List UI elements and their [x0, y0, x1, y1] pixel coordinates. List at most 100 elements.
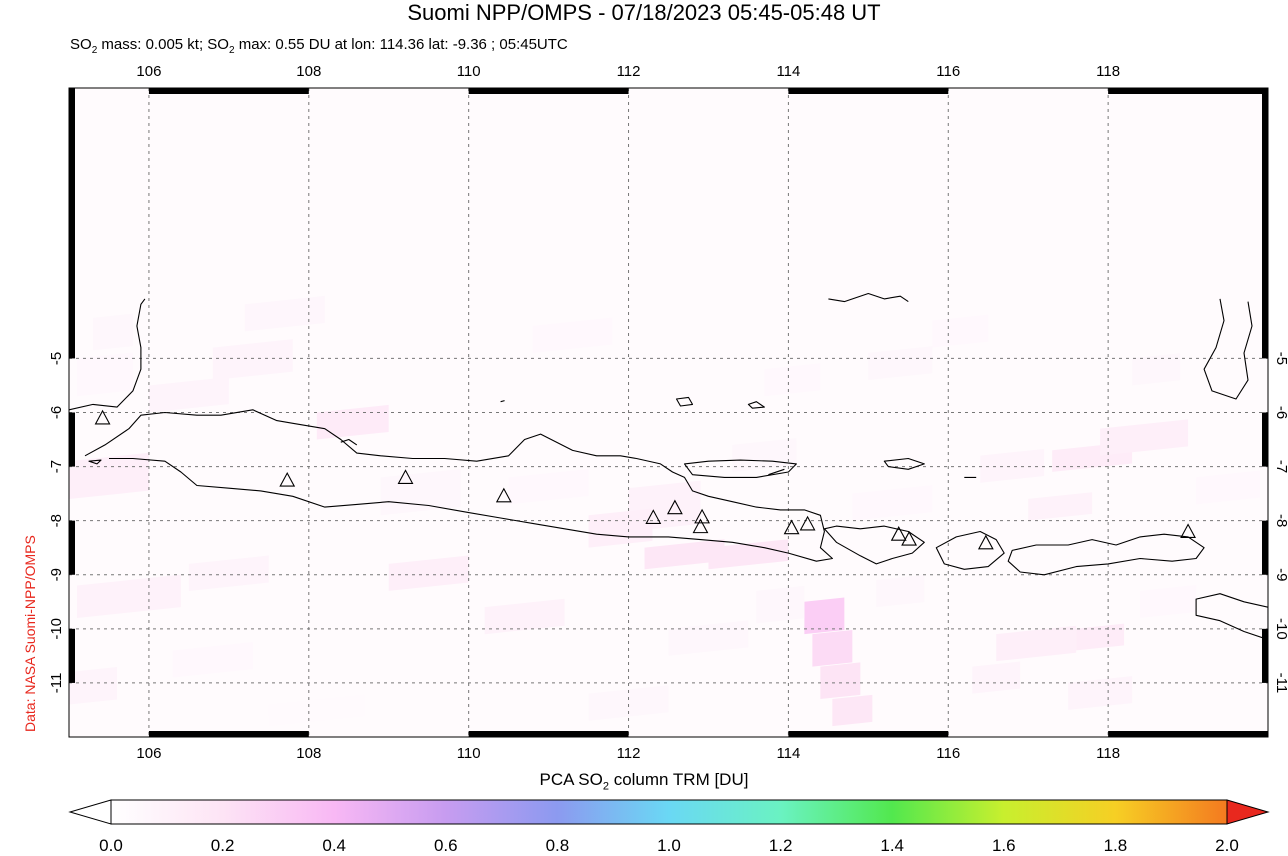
- lat-tick-label-right: -7: [1273, 460, 1288, 473]
- triangle-icon: [279, 471, 296, 487]
- so2-cell: [812, 629, 853, 667]
- lat-tick-label-right: -11: [1273, 673, 1288, 694]
- map-subtitle: SO2 mass: 0.005 kt; SO2 max: 0.55 DU at …: [70, 36, 568, 60]
- island-coastline: [88, 438, 977, 478]
- triangle-icon: [799, 515, 816, 531]
- lombok-coastline: [935, 530, 1005, 570]
- so2-cell: [1140, 584, 1197, 618]
- tick-labels: 106 106 108 108 110 110 112 112 114 114 116 116 118 1…: [48, 63, 1288, 762]
- colorbar-title: PCA SO2 column TRM [DU]: [0, 770, 1288, 796]
- karimunjawa-coastline: [500, 400, 765, 409]
- so2-cell: [980, 448, 1045, 483]
- colorbar-tick-label: 1.0: [657, 836, 681, 855]
- so2-cell: [148, 377, 229, 413]
- lat-tick-label-right: -8: [1273, 514, 1288, 527]
- so2-cell: [932, 314, 989, 348]
- so2-cell: [76, 352, 133, 397]
- coastlines: [69, 292, 1268, 641]
- so2-cell: [852, 485, 933, 521]
- lon-tick-label-top: 114: [776, 63, 800, 80]
- so2-cell: [1196, 470, 1261, 505]
- frame-bar: [468, 88, 629, 94]
- so2-cell: [316, 404, 389, 440]
- subscript-2: 2: [602, 780, 609, 793]
- so2-cell: [268, 694, 365, 727]
- triangle-icon: [692, 518, 709, 534]
- frame-bar: [148, 731, 309, 737]
- colorbar-tick-label: 0.0: [99, 836, 123, 855]
- so2-cell: [868, 346, 933, 380]
- gridlines: [69, 88, 1268, 737]
- so2-cell: [380, 468, 461, 516]
- sumba-coastline: [1195, 593, 1268, 641]
- sumatra-coastline: [69, 298, 146, 411]
- frame-bar: [1108, 88, 1268, 94]
- lat-tick-label-left: -10: [48, 618, 65, 640]
- so2-cell: [1068, 676, 1133, 710]
- lon-tick-label-bottom: 112: [617, 745, 641, 762]
- bali-coastline: [823, 525, 925, 565]
- page-title: Suomi NPP/OMPS - 07/18/2023 05:45-05:48 …: [407, 0, 881, 25]
- so2-cell: [76, 574, 181, 619]
- lon-tick-label-top: 108: [296, 63, 321, 80]
- lat-tick-label-left: -7: [48, 460, 65, 473]
- frame-bar: [1262, 88, 1268, 359]
- so2-cell: [92, 313, 133, 351]
- subtitle-text: SO: [70, 36, 92, 53]
- so2-cell: [820, 662, 861, 700]
- triangle-icon: [645, 509, 662, 524]
- lon-tick-label-bottom: 118: [1096, 745, 1120, 762]
- colorbar-tick-label: 0.8: [545, 836, 570, 855]
- frame-bar: [148, 88, 309, 94]
- so2-cell: [764, 363, 821, 397]
- subscript-2: 2: [91, 45, 98, 56]
- triangle-icon: [977, 534, 994, 550]
- frame-bar: [788, 731, 949, 737]
- triangle-icon: [783, 519, 800, 535]
- so2-cell: [69, 452, 149, 500]
- lon-tick-label-top: 110: [457, 63, 481, 80]
- so2-cell: [172, 642, 253, 678]
- frame-bar: [69, 628, 75, 683]
- so2-cell: [1132, 353, 1181, 386]
- frame-bar: [69, 412, 75, 467]
- colorbar-tick-label: 1.8: [1103, 836, 1128, 855]
- volcano-markers: [94, 409, 1196, 550]
- lon-tick-label-bottom: 108: [296, 745, 321, 762]
- lat-tick-label-right: -10: [1273, 618, 1288, 640]
- triangle-icon: [495, 487, 512, 503]
- so2-cell: [644, 539, 725, 570]
- triangle-icon: [94, 409, 111, 425]
- java-coastline: [84, 409, 833, 562]
- sumbawa-coastline: [1007, 533, 1205, 576]
- so2-cell: [588, 508, 653, 548]
- so2-cell: [244, 295, 325, 332]
- borneo-coastline: [828, 292, 1253, 400]
- so2-cell: [212, 339, 293, 381]
- colorbar: [68, 799, 1270, 825]
- so2-cell: [388, 555, 469, 591]
- lon-tick-label-bottom: 114: [776, 745, 800, 762]
- colorbar-max-arrow: [1226, 799, 1270, 825]
- frame-bar: [788, 88, 949, 94]
- lat-tick-label-left: -6: [48, 406, 65, 419]
- frame-bar: [468, 731, 629, 737]
- colorbar-title-text: PCA SO: [539, 770, 603, 789]
- so2-cell: [532, 317, 613, 353]
- so2-cell: [484, 598, 565, 635]
- lat-tick-label-right: -9: [1273, 568, 1288, 581]
- so2-cell: [508, 468, 589, 505]
- colorbar-min-arrow: [68, 799, 112, 825]
- so2-cell: [832, 694, 873, 727]
- so2-cell: [1100, 419, 1189, 456]
- triangle-icon: [397, 469, 414, 484]
- so2-cell: [1076, 623, 1125, 651]
- kangean-coastline: [883, 457, 925, 470]
- so2-cell: [804, 597, 845, 635]
- lat-tick-label-left: -9: [48, 568, 65, 581]
- colorbar-tick-label: 1.4: [880, 836, 904, 855]
- triangle-icon: [1180, 523, 1196, 539]
- frame-bar: [1108, 731, 1268, 737]
- colorbar-tick-label: 2.0: [1215, 836, 1239, 855]
- so2-cell: [972, 661, 1021, 694]
